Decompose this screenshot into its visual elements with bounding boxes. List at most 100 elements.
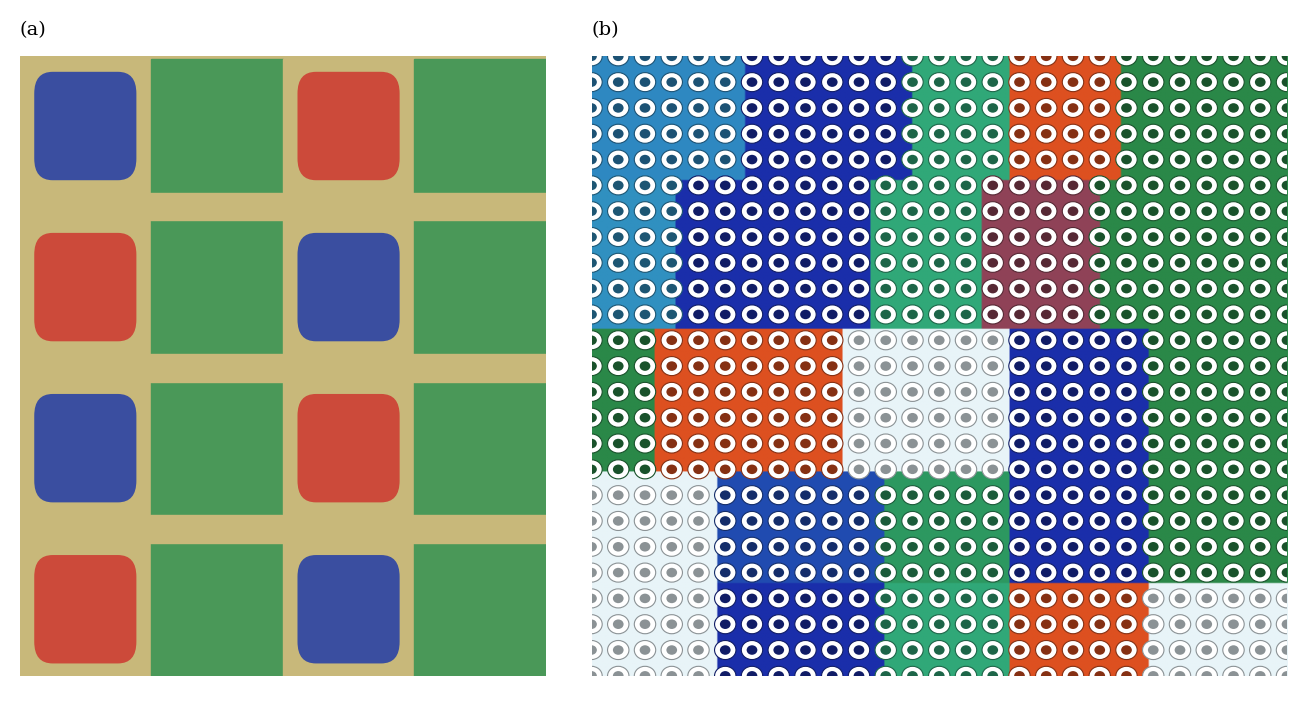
Circle shape [640,258,650,268]
Circle shape [933,465,945,474]
Bar [151,543,283,676]
Circle shape [907,129,918,139]
Circle shape [640,671,650,681]
Circle shape [875,253,897,272]
Circle shape [956,150,976,169]
Circle shape [875,99,897,118]
Circle shape [1228,620,1239,629]
Circle shape [581,641,602,660]
Bar [151,220,283,353]
Circle shape [1062,201,1084,221]
Circle shape [586,671,597,681]
Circle shape [688,46,710,66]
Circle shape [933,155,945,164]
Circle shape [1062,563,1084,582]
Circle shape [1249,124,1271,144]
Circle shape [875,279,897,298]
Circle shape [822,176,842,195]
Circle shape [956,279,976,298]
Circle shape [774,361,784,371]
Circle shape [607,589,629,608]
Circle shape [774,413,784,422]
Circle shape [688,589,710,608]
Circle shape [800,232,811,241]
Circle shape [1282,568,1292,577]
Circle shape [1228,232,1239,241]
Circle shape [1041,103,1052,113]
Circle shape [693,181,703,190]
Circle shape [688,99,710,118]
Circle shape [586,206,597,216]
Circle shape [1121,284,1132,294]
Circle shape [667,155,677,164]
Circle shape [1067,465,1078,474]
Circle shape [612,284,624,294]
Circle shape [827,593,837,603]
Circle shape [741,382,763,401]
Circle shape [1041,413,1052,422]
Circle shape [854,336,864,345]
Circle shape [1041,671,1052,681]
Circle shape [1121,568,1132,577]
Circle shape [1169,46,1191,66]
Circle shape [612,232,624,241]
Circle shape [928,73,950,92]
Circle shape [746,336,758,345]
Circle shape [849,331,870,350]
Circle shape [1148,336,1158,345]
Circle shape [640,232,650,241]
Circle shape [800,310,811,319]
Circle shape [928,511,950,531]
Circle shape [1089,253,1110,272]
Circle shape [794,176,816,195]
Circle shape [660,486,682,505]
Circle shape [660,176,682,195]
Circle shape [720,310,731,319]
Circle shape [928,279,950,298]
Circle shape [715,589,736,608]
Circle shape [800,439,811,448]
Circle shape [800,155,811,164]
Circle shape [715,124,736,144]
Circle shape [715,511,736,531]
Circle shape [688,615,710,634]
Circle shape [822,382,842,401]
Circle shape [1095,77,1105,87]
Circle shape [1095,593,1105,603]
Circle shape [1254,310,1266,319]
Circle shape [1121,77,1132,87]
Circle shape [1175,361,1186,371]
Circle shape [586,646,597,655]
Circle shape [1067,206,1078,216]
Circle shape [961,181,971,190]
Circle shape [875,589,897,608]
Circle shape [956,331,976,350]
Circle shape [720,568,731,577]
Circle shape [1249,46,1271,66]
Circle shape [1095,232,1105,241]
Circle shape [720,491,731,500]
Circle shape [849,511,870,531]
Circle shape [849,73,870,92]
Circle shape [1169,201,1191,221]
Circle shape [667,206,677,216]
Circle shape [720,361,731,371]
Circle shape [688,486,710,505]
Circle shape [827,206,837,216]
Circle shape [640,387,650,396]
Circle shape [660,73,682,92]
Circle shape [1228,181,1239,190]
Circle shape [640,439,650,448]
Circle shape [880,361,890,371]
Circle shape [928,201,950,221]
Circle shape [1143,460,1164,479]
Circle shape [1196,253,1217,272]
Circle shape [1115,589,1138,608]
Circle shape [1254,206,1266,216]
Circle shape [1148,284,1158,294]
Circle shape [875,537,897,556]
Circle shape [640,413,650,422]
Circle shape [1282,439,1292,448]
Circle shape [581,537,602,556]
Circle shape [720,646,731,655]
